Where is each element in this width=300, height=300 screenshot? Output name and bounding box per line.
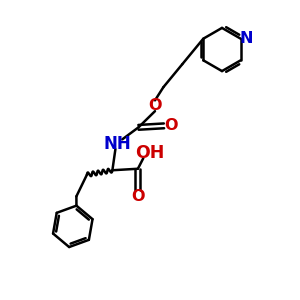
Text: O: O [148,98,162,113]
Text: N: N [239,31,253,46]
Text: NH: NH [103,135,131,153]
Text: O: O [164,118,177,133]
Text: OH: OH [135,145,165,163]
Text: O: O [131,190,145,205]
